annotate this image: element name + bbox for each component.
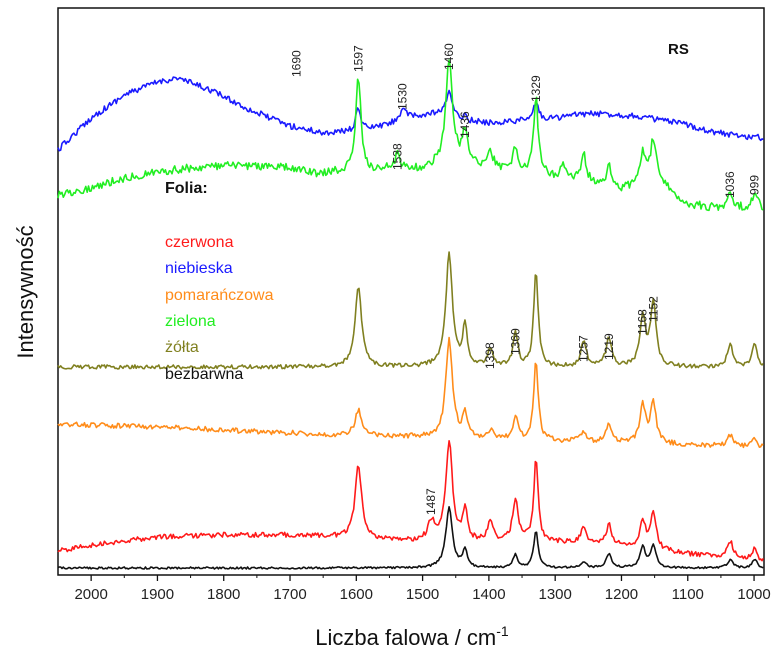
peak-label: 1597 bbox=[351, 45, 365, 72]
legend: Folia: czerwona niebieska pomarańczowa z… bbox=[165, 180, 274, 383]
series-line-niebieska bbox=[57, 76, 764, 152]
y-axis-label: Intensywność bbox=[13, 225, 38, 358]
peak-label: 1398 bbox=[483, 342, 497, 369]
peak-labels: 1690 1597 1530 1538 1460 1436 1329 1036 999 1398 1… bbox=[290, 43, 762, 515]
peak-label: 1036 bbox=[723, 171, 737, 198]
legend-item-czerwona: czerwona bbox=[165, 234, 234, 251]
series-line-żółta bbox=[57, 251, 764, 370]
peak-label: 1360 bbox=[508, 328, 522, 355]
x-axis-label: Liczba falowa / cm-1 bbox=[315, 623, 509, 650]
plot-area-frame bbox=[57, 7, 765, 576]
x-tick-label: 1600 bbox=[340, 586, 373, 603]
x-tick-label: 1000 bbox=[737, 586, 770, 603]
legend-item-pomaranczowa: pomarańczowa bbox=[165, 287, 274, 304]
peak-label: 1257 bbox=[577, 335, 591, 362]
x-axis-ticks: 2000 1900 1800 1700 1600 1500 1400 1300 1200 1100… bbox=[74, 575, 771, 603]
legend-item-bezbarwna: bezbarwna bbox=[165, 366, 243, 383]
x-tick-label: 1100 bbox=[672, 586, 704, 603]
peak-label: 1690 bbox=[290, 50, 304, 77]
x-tick-label: 1400 bbox=[472, 586, 505, 603]
legend-item-zielona: zielona bbox=[165, 313, 216, 330]
series-line-bezbarwna bbox=[57, 506, 764, 570]
x-tick-label: 1500 bbox=[406, 586, 439, 603]
peak-label: 1436 bbox=[458, 111, 472, 138]
x-tick-label: 1200 bbox=[605, 586, 638, 603]
legend-title: Folia: bbox=[165, 180, 208, 197]
peak-label: 1219 bbox=[602, 333, 616, 360]
peak-label: 1329 bbox=[529, 75, 543, 102]
peak-label: 999 bbox=[748, 175, 762, 195]
legend-item-niebieska: niebieska bbox=[165, 260, 233, 277]
peak-label: 1168 bbox=[636, 309, 650, 335]
x-tick-label: 1700 bbox=[273, 586, 306, 603]
peak-label: 1538 bbox=[390, 143, 404, 170]
x-tick-label: 1900 bbox=[141, 586, 174, 603]
peak-label: 1530 bbox=[396, 83, 410, 110]
x-tick-label: 2000 bbox=[74, 586, 107, 603]
peak-label: 1487 bbox=[424, 488, 438, 515]
series-line-pomarańczowa bbox=[57, 336, 764, 449]
series-line-zielona bbox=[57, 59, 764, 212]
rs-corner-label: RS bbox=[668, 41, 689, 58]
x-axis-label-main: Liczba falowa / cm bbox=[315, 625, 496, 650]
x-axis-label-sup: -1 bbox=[496, 623, 509, 639]
series-line-czerwona bbox=[57, 440, 764, 562]
peak-label: 1460 bbox=[442, 43, 456, 70]
peak-label: 1152 bbox=[646, 296, 660, 322]
spectra-series bbox=[57, 59, 764, 570]
legend-item-zolta: żółta bbox=[165, 339, 199, 356]
x-tick-label: 1800 bbox=[207, 586, 240, 603]
x-tick-label: 1300 bbox=[538, 586, 571, 603]
